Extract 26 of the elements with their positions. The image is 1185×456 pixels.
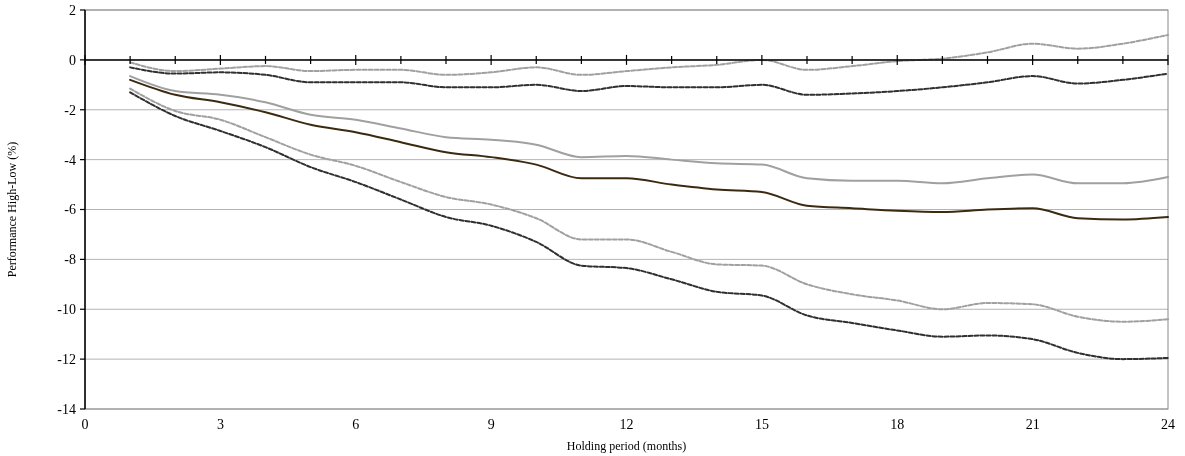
y-tick-label: 0: [69, 52, 76, 68]
y-tick-label: 2: [69, 2, 76, 18]
x-tick-label: 9: [487, 417, 495, 432]
line-series: [129, 66, 1169, 96]
x-tick-label: 6: [352, 417, 360, 432]
x-tick-label: 18: [890, 417, 905, 432]
line-series: [129, 33, 1169, 76]
line-series: [129, 78, 1169, 221]
x-tick-label: 24: [1161, 417, 1175, 432]
line-series: [129, 91, 1169, 361]
y-tick-label: -4: [64, 152, 76, 168]
y-tick-label: -8: [64, 252, 76, 268]
line-series: [129, 87, 1169, 323]
y-tick-label: -12: [57, 352, 76, 368]
y-axis-title: Performance High-Low (%): [5, 141, 19, 278]
x-tick-label: 15: [754, 417, 769, 432]
y-tick-label: -6: [64, 202, 76, 218]
x-tick-label: 3: [216, 417, 224, 432]
x-tick-label: 0: [81, 417, 89, 432]
x-tick-label: 21: [1025, 417, 1040, 432]
y-tick-label: -14: [57, 401, 76, 417]
x-axis-title: Holding period (months): [566, 439, 687, 453]
x-tick-label: 12: [619, 417, 634, 432]
line-series: [129, 75, 1169, 185]
y-tick-label: -2: [64, 102, 76, 118]
y-tick-label: -10: [57, 302, 76, 318]
